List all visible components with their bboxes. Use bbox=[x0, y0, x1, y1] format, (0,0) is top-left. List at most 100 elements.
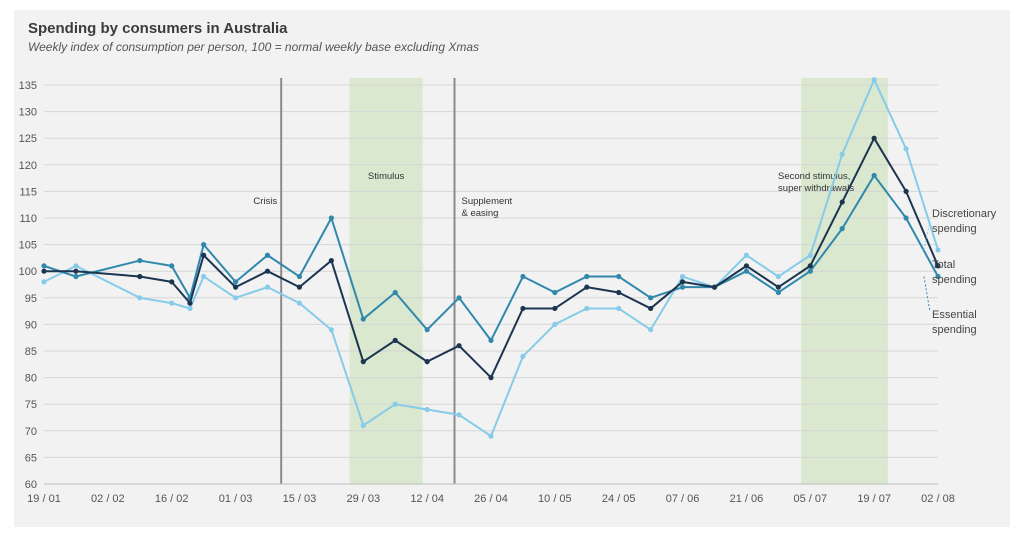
data-point bbox=[201, 273, 207, 280]
data-point bbox=[807, 268, 813, 274]
data-point bbox=[711, 284, 718, 290]
chart-subtitle: Weekly index of consumption per person, … bbox=[28, 40, 480, 54]
data-point bbox=[552, 321, 558, 327]
data-point bbox=[552, 289, 558, 296]
x-tick-label: 16 / 02 bbox=[155, 493, 189, 505]
data-point bbox=[264, 252, 271, 258]
data-point bbox=[456, 343, 462, 349]
data-point bbox=[360, 316, 366, 322]
data-point bbox=[41, 268, 47, 274]
data-point bbox=[41, 279, 47, 285]
data-point bbox=[73, 263, 79, 269]
data-point bbox=[296, 284, 303, 290]
annotation-label: super withdrawals bbox=[778, 183, 854, 194]
y-tick-label: 85 bbox=[25, 346, 37, 358]
y-tick-label: 125 bbox=[19, 133, 37, 145]
data-point bbox=[520, 353, 526, 359]
data-point bbox=[201, 242, 207, 248]
data-point bbox=[73, 268, 79, 274]
data-point bbox=[903, 215, 909, 221]
x-tick-label: 19 / 07 bbox=[857, 493, 891, 505]
x-tick-label: 01 / 03 bbox=[219, 493, 253, 505]
y-tick-label: 105 bbox=[19, 240, 37, 252]
data-point bbox=[187, 305, 193, 312]
data-point bbox=[296, 273, 303, 280]
y-tick-label: 100 bbox=[19, 266, 37, 278]
y-tick-label: 110 bbox=[19, 213, 37, 225]
event-label: Crisis bbox=[253, 196, 277, 207]
x-tick-label: 10 / 05 bbox=[538, 493, 572, 505]
x-tick-label: 19 / 01 bbox=[27, 493, 61, 505]
data-point bbox=[584, 273, 590, 280]
data-point bbox=[296, 300, 303, 306]
y-tick-label: 130 bbox=[19, 107, 37, 119]
data-point bbox=[187, 300, 193, 306]
data-point bbox=[903, 188, 909, 194]
data-point bbox=[679, 279, 686, 285]
x-tick-label: 05 / 07 bbox=[793, 493, 827, 505]
data-point bbox=[839, 199, 845, 205]
x-tick-label: 24 / 05 bbox=[602, 493, 636, 505]
data-point bbox=[935, 247, 941, 253]
legend-connector bbox=[923, 221, 931, 251]
event-label: Supplement bbox=[462, 196, 513, 207]
data-point bbox=[679, 273, 686, 280]
data-point bbox=[871, 135, 877, 141]
x-tick-label: 12 / 04 bbox=[410, 493, 444, 505]
chart-title: Spending by consumers in Australia bbox=[28, 20, 288, 37]
data-point bbox=[169, 263, 175, 269]
data-point bbox=[743, 263, 750, 269]
x-tick-label: 21 / 06 bbox=[730, 493, 764, 505]
data-point bbox=[839, 151, 845, 157]
data-point bbox=[169, 300, 175, 306]
data-point bbox=[871, 77, 877, 83]
data-point bbox=[616, 289, 622, 296]
data-point bbox=[616, 273, 622, 280]
legend-label: spending bbox=[932, 223, 977, 235]
data-point bbox=[232, 284, 239, 290]
data-point bbox=[775, 289, 781, 296]
shaded-period bbox=[801, 78, 888, 484]
y-tick-label: 75 bbox=[25, 399, 37, 411]
x-tick-label: 29 / 03 bbox=[346, 493, 380, 505]
data-point bbox=[520, 305, 526, 312]
y-tick-label: 120 bbox=[19, 160, 37, 172]
legend-label: spending bbox=[932, 324, 977, 336]
x-tick-label: 02 / 02 bbox=[91, 493, 125, 505]
legend-label: spending bbox=[932, 274, 977, 286]
data-point bbox=[328, 257, 334, 264]
data-point bbox=[807, 252, 813, 258]
data-point bbox=[488, 375, 494, 381]
y-tick-label: 60 bbox=[25, 479, 37, 491]
x-tick-label: 26 / 04 bbox=[474, 493, 508, 505]
data-point bbox=[775, 273, 781, 280]
data-point bbox=[648, 327, 654, 333]
data-point bbox=[392, 337, 398, 343]
data-point bbox=[73, 273, 79, 280]
data-point bbox=[232, 295, 239, 301]
y-tick-label: 95 bbox=[25, 293, 37, 305]
data-point bbox=[169, 279, 175, 285]
y-tick-label: 90 bbox=[25, 319, 37, 331]
data-point bbox=[41, 263, 47, 269]
y-tick-label: 80 bbox=[25, 373, 37, 385]
legend-label: Discretionary bbox=[932, 208, 997, 220]
legend-label: Total bbox=[932, 259, 955, 271]
x-tick-label: 07 / 06 bbox=[666, 493, 700, 505]
data-point bbox=[392, 401, 398, 407]
data-point bbox=[456, 412, 462, 418]
shaded-period bbox=[349, 78, 423, 484]
data-point bbox=[424, 327, 430, 333]
data-point bbox=[360, 359, 366, 365]
data-point bbox=[488, 433, 494, 439]
y-tick-label: 70 bbox=[25, 426, 37, 438]
data-point bbox=[201, 252, 207, 258]
data-point bbox=[424, 406, 430, 413]
data-point bbox=[616, 305, 622, 312]
data-point bbox=[137, 273, 143, 280]
data-point bbox=[584, 305, 590, 312]
data-point bbox=[648, 305, 654, 312]
y-tick-label: 65 bbox=[25, 452, 37, 464]
data-point bbox=[839, 226, 845, 232]
